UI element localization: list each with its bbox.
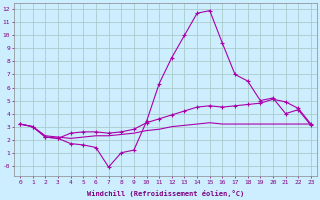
X-axis label: Windchill (Refroidissement éolien,°C): Windchill (Refroidissement éolien,°C) bbox=[87, 190, 244, 197]
